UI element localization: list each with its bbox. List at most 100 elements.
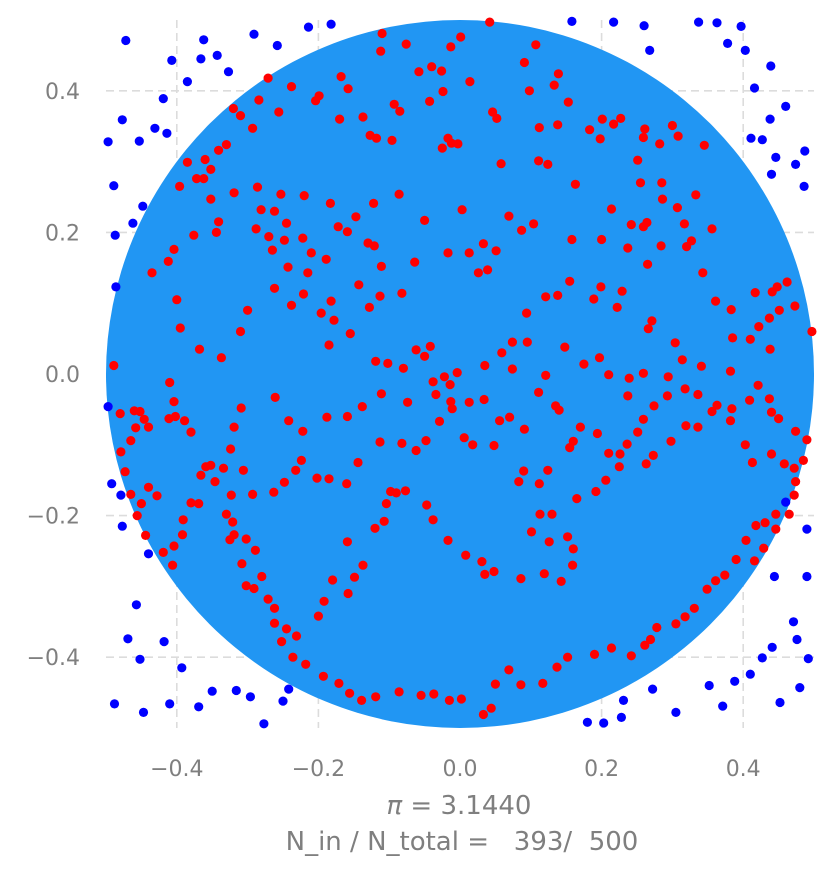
data-point [666, 436, 676, 446]
data-point [642, 217, 652, 228]
data-point [177, 530, 188, 540]
data-point [764, 394, 775, 404]
data-point [278, 696, 288, 706]
data-point [194, 702, 204, 712]
data-point [526, 527, 537, 537]
data-point [377, 28, 387, 39]
data-point [712, 400, 722, 410]
data-point [478, 709, 488, 720]
data-point [329, 315, 339, 325]
data-point [437, 66, 447, 76]
data-point [358, 112, 368, 122]
data-point [582, 717, 593, 727]
data-point [248, 489, 258, 499]
data-point [175, 181, 185, 191]
data-point [312, 473, 322, 483]
data-point [649, 401, 659, 411]
data-point [250, 545, 260, 555]
data-point [445, 380, 455, 390]
data-point [394, 687, 404, 697]
points [103, 16, 817, 729]
data-point [249, 29, 259, 39]
data-point [229, 422, 239, 432]
data-point [539, 569, 549, 579]
data-point [229, 188, 239, 198]
data-point [279, 235, 289, 245]
data-point [516, 680, 526, 690]
data-point [212, 50, 222, 61]
data-point [192, 174, 202, 184]
data-point [567, 16, 577, 26]
data-point [543, 465, 553, 475]
pi-symbol: π [387, 791, 403, 821]
data-point [235, 111, 246, 121]
data-point [336, 72, 346, 82]
data-point [554, 405, 564, 415]
data-point [672, 203, 683, 213]
data-point [180, 416, 190, 426]
data-point [446, 397, 456, 407]
data-point [115, 409, 125, 419]
data-point [769, 571, 780, 582]
data-point [128, 218, 138, 228]
data-point [394, 189, 404, 199]
y-tick-label: 0.2 [45, 221, 80, 246]
data-point [313, 611, 323, 621]
data-point [298, 426, 308, 436]
data-point [343, 84, 353, 94]
data-point [322, 412, 332, 422]
data-point [189, 230, 199, 240]
data-point [468, 440, 478, 450]
data-point [431, 389, 441, 400]
data-point [375, 437, 385, 447]
data-point [728, 333, 738, 343]
data-point [397, 288, 407, 298]
data-point [691, 190, 701, 200]
data-point [760, 518, 770, 528]
data-point [428, 377, 438, 387]
data-point [283, 262, 293, 272]
data-point [200, 154, 210, 165]
data-point [640, 124, 650, 134]
data-point [800, 146, 810, 156]
data-point [379, 516, 389, 526]
data-point [143, 422, 154, 432]
data-point [376, 261, 386, 271]
data-point [473, 268, 483, 278]
data-point [534, 387, 544, 397]
data-point [702, 584, 712, 594]
data-point [281, 624, 292, 634]
data-point [147, 268, 157, 278]
data-point [206, 194, 216, 204]
data-point [365, 130, 375, 140]
data-point [254, 95, 264, 105]
data-point [326, 19, 336, 29]
data-point [276, 189, 286, 199]
data-point [416, 690, 426, 701]
data-point [218, 463, 229, 473]
data-point [178, 515, 188, 525]
data-point [519, 57, 530, 68]
data-point [679, 219, 690, 229]
data-point [524, 86, 535, 96]
data-point [802, 435, 812, 445]
data-point [107, 479, 117, 489]
data-point [159, 637, 169, 647]
data-point [136, 499, 146, 509]
data-point [589, 294, 599, 304]
data-point [401, 39, 411, 49]
data-point [370, 523, 380, 533]
data-point [267, 245, 277, 255]
pi-value: = 3.1440 [402, 791, 531, 821]
data-point [284, 416, 294, 426]
data-point [698, 268, 708, 278]
data-point [186, 498, 196, 508]
data-point [206, 460, 216, 470]
data-point [791, 159, 801, 169]
data-point [638, 414, 649, 424]
data-point [199, 174, 209, 184]
data-point [568, 560, 578, 570]
data-point [505, 412, 515, 422]
data-point [196, 54, 206, 64]
data-point [321, 254, 331, 264]
